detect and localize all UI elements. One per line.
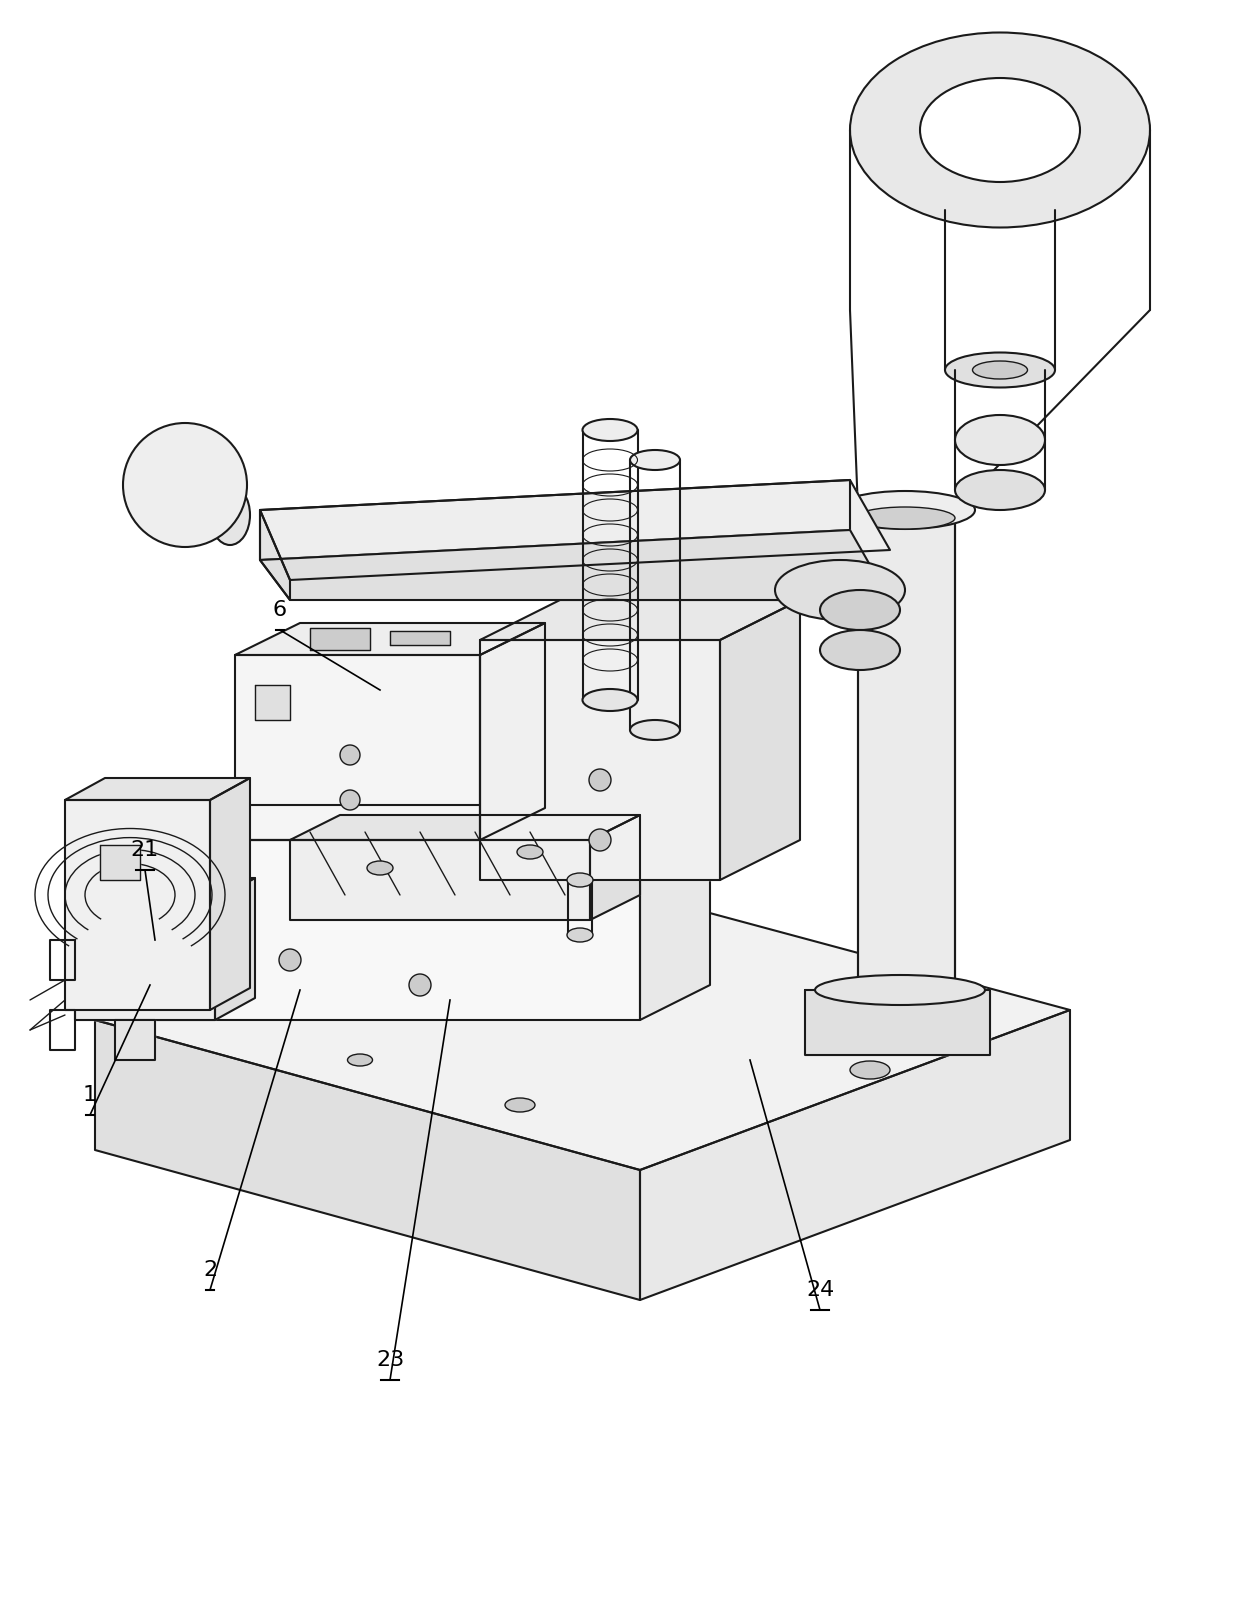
Polygon shape xyxy=(236,623,546,655)
Polygon shape xyxy=(95,1020,640,1300)
Ellipse shape xyxy=(210,484,250,545)
Ellipse shape xyxy=(815,975,985,1006)
Ellipse shape xyxy=(505,1097,534,1112)
Ellipse shape xyxy=(517,845,543,859)
Text: 21: 21 xyxy=(131,840,159,859)
Polygon shape xyxy=(140,840,640,1020)
Polygon shape xyxy=(310,628,370,650)
Ellipse shape xyxy=(920,77,1080,182)
Text: 6: 6 xyxy=(273,600,288,619)
Ellipse shape xyxy=(972,360,1028,380)
Ellipse shape xyxy=(820,631,900,669)
Ellipse shape xyxy=(340,745,360,764)
Polygon shape xyxy=(260,510,290,600)
Ellipse shape xyxy=(589,769,611,792)
Polygon shape xyxy=(590,816,640,920)
Ellipse shape xyxy=(567,874,593,887)
Polygon shape xyxy=(480,600,800,640)
Ellipse shape xyxy=(955,470,1045,510)
Ellipse shape xyxy=(820,591,900,631)
Polygon shape xyxy=(480,640,720,880)
Polygon shape xyxy=(290,840,590,920)
Polygon shape xyxy=(115,1020,155,1060)
Ellipse shape xyxy=(849,1060,890,1080)
Ellipse shape xyxy=(340,790,360,809)
Polygon shape xyxy=(480,623,546,840)
Ellipse shape xyxy=(856,507,955,529)
Ellipse shape xyxy=(279,949,301,970)
Text: 23: 23 xyxy=(376,1350,404,1369)
Ellipse shape xyxy=(583,418,637,441)
Polygon shape xyxy=(64,779,250,800)
Polygon shape xyxy=(74,879,255,899)
Ellipse shape xyxy=(367,861,393,875)
Ellipse shape xyxy=(630,451,680,470)
Ellipse shape xyxy=(583,689,637,711)
Polygon shape xyxy=(140,804,711,840)
Polygon shape xyxy=(210,779,250,1010)
Ellipse shape xyxy=(409,973,432,996)
Ellipse shape xyxy=(955,415,1045,465)
Text: 24: 24 xyxy=(806,1281,835,1300)
Polygon shape xyxy=(260,529,890,600)
Ellipse shape xyxy=(589,829,611,851)
Polygon shape xyxy=(100,845,140,880)
Polygon shape xyxy=(255,685,290,719)
Polygon shape xyxy=(640,1010,1070,1300)
Polygon shape xyxy=(236,655,480,840)
Ellipse shape xyxy=(567,928,593,941)
Ellipse shape xyxy=(775,560,905,619)
Polygon shape xyxy=(95,870,1070,1170)
Polygon shape xyxy=(290,816,640,840)
Ellipse shape xyxy=(630,719,680,740)
Polygon shape xyxy=(215,879,255,1020)
Text: 2: 2 xyxy=(203,1260,217,1281)
Polygon shape xyxy=(858,510,955,1001)
Ellipse shape xyxy=(835,491,975,529)
Polygon shape xyxy=(64,800,210,1010)
Polygon shape xyxy=(640,804,711,1020)
Polygon shape xyxy=(805,990,990,1056)
Polygon shape xyxy=(260,479,849,560)
Text: 1: 1 xyxy=(83,1084,97,1105)
Polygon shape xyxy=(74,899,215,1020)
Circle shape xyxy=(123,423,247,547)
Ellipse shape xyxy=(945,352,1055,388)
Ellipse shape xyxy=(849,32,1149,227)
Ellipse shape xyxy=(347,1054,372,1067)
Polygon shape xyxy=(391,631,450,645)
Polygon shape xyxy=(720,600,800,880)
Polygon shape xyxy=(260,479,890,579)
